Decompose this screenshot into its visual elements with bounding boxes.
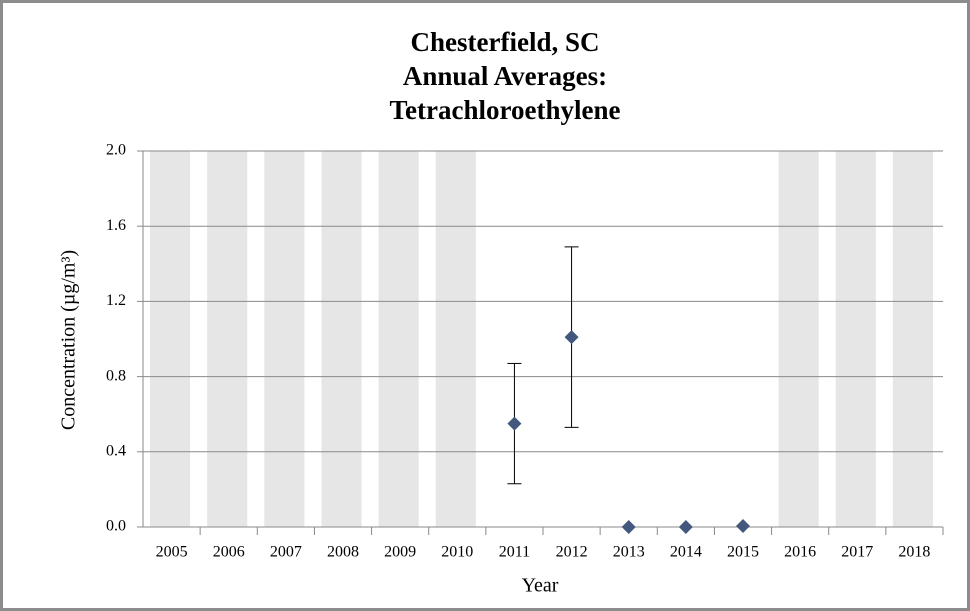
y-tick-label: 1.2 — [106, 292, 126, 309]
x-tick-label: 2011 — [499, 544, 530, 561]
chart-title: Chesterfield, SC — [411, 27, 600, 57]
chart-title: Tetrachloroethylene — [390, 95, 621, 125]
x-tick-label: 2007 — [270, 544, 302, 561]
chart-title: Annual Averages: — [403, 61, 607, 91]
point — [564, 330, 579, 345]
no-data-shade — [321, 151, 362, 527]
no-data-shade — [778, 151, 819, 527]
y-axis-title: Concentration (µg/m³) — [58, 250, 80, 430]
point — [507, 416, 522, 431]
no-data-shade — [207, 151, 248, 527]
no-data-shade — [892, 151, 933, 527]
x-tick-label: 2015 — [727, 544, 759, 561]
no-data-shade — [835, 151, 876, 527]
x-tick-label: 2013 — [613, 544, 645, 561]
point — [621, 520, 636, 534]
x-tick-label: 2018 — [898, 544, 930, 561]
no-data-shade — [378, 151, 419, 527]
x-tick-label: 2014 — [670, 544, 702, 561]
x-tick-label: 2009 — [384, 544, 416, 561]
x-tick-label: 2006 — [213, 544, 245, 561]
no-data-shade — [264, 151, 305, 527]
x-axis-title: Year — [522, 575, 559, 597]
y-tick-label: 0.0 — [106, 518, 126, 535]
x-tick-label: 2010 — [441, 544, 473, 561]
y-tick-label: 2.0 — [106, 142, 126, 159]
y-tick-label: 0.8 — [106, 367, 126, 384]
point — [736, 519, 750, 534]
x-tick-label: 2008 — [327, 544, 359, 561]
point — [678, 520, 693, 534]
no-data-shade — [435, 151, 476, 527]
no-data-shade — [150, 151, 191, 527]
x-tick-label: 2012 — [556, 544, 588, 561]
y-tick-label: 0.4 — [106, 442, 126, 459]
x-tick-label: 2017 — [841, 544, 873, 561]
x-tick-label: 2016 — [784, 544, 816, 561]
x-tick-label: 2005 — [156, 544, 188, 561]
y-tick-label: 1.6 — [106, 217, 126, 234]
